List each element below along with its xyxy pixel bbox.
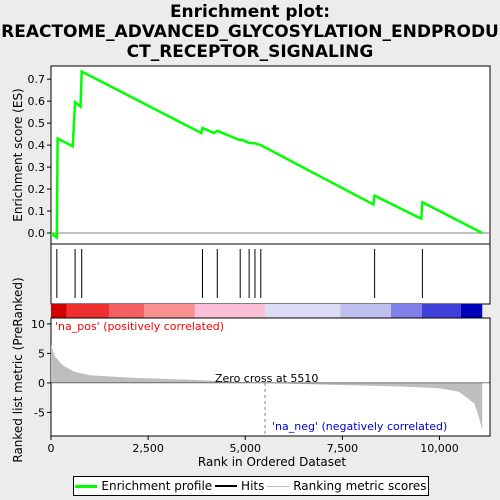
legend-es-swatch — [75, 484, 98, 488]
metric-layer — [51, 344, 490, 436]
heatbar-segment — [340, 304, 391, 318]
ranking-heatbar — [51, 304, 483, 318]
es-ytick-label: 0.6 — [28, 95, 46, 108]
metric-xtick-label: 2,500 — [132, 442, 164, 455]
es-ytick-label: 0.3 — [28, 161, 46, 174]
zero-cross-label: Zero cross at 5510 — [215, 372, 318, 385]
title-line-1: Enrichment plot: — [169, 2, 331, 22]
es-layer — [50, 69, 490, 240]
es-ytick-label: 0.7 — [28, 73, 46, 86]
legend-metric-label: Ranking metric scores — [293, 479, 427, 493]
es-curve — [50, 69, 483, 240]
title-line-2: REACTOME_ADVANCED_GLYCOSYLATION_ENDPRODU — [1, 22, 499, 42]
metric-ytick-label: 5 — [38, 347, 45, 360]
metric-xtick-label: 7,500 — [327, 442, 359, 455]
legend-metric-swatch — [267, 485, 290, 487]
heatbar-segment — [109, 304, 145, 318]
heatbar-segment — [422, 304, 461, 318]
legend-metric: Ranking metric scores — [267, 479, 427, 493]
heatbar-segment — [51, 304, 67, 318]
legend-enrichment: Enrichment profile — [75, 479, 212, 493]
metric-ytick-label: 10 — [31, 318, 45, 331]
metric-panel — [50, 317, 491, 437]
heatbar-segment — [460, 304, 483, 318]
legend-hits-label: Hits — [241, 479, 265, 493]
pos-label: 'na_pos' (positively correlated) — [55, 320, 224, 333]
metric-xtick-label: 5,000 — [229, 442, 261, 455]
es-ytick-label: 0.4 — [28, 139, 46, 152]
neg-label: 'na_neg' (negatively correlated) — [272, 420, 447, 433]
chart-title: Enrichment plot: REACTOME_ADVANCED_GLYCO… — [0, 2, 500, 62]
metric-ytick-label: 0 — [38, 377, 45, 390]
legend-hits-swatch — [215, 485, 238, 487]
heatbar-segment — [390, 304, 423, 318]
legend-hits: Hits — [215, 479, 264, 493]
title-line-3: CT_RECEPTOR_SIGNALING — [126, 42, 374, 62]
legend-enrichment-label: Enrichment profile — [101, 479, 213, 493]
es-ylabel: Enrichment score (ES) — [11, 88, 25, 221]
es-ytick-label: 0.5 — [28, 117, 46, 130]
heatbar-segment — [144, 304, 195, 318]
heatbar-segment — [265, 304, 341, 318]
axes-layer: 0.0 0.1 0.2 0.3 0.4 0.5 0.6 0.7 -5 0 5 10 0 2,500 5,00… — [28, 73, 459, 455]
heatbar-segment — [66, 304, 110, 318]
hits-layer — [56, 249, 423, 298]
metric-ytick-label: -5 — [34, 406, 45, 419]
es-ytick-label: 0.1 — [28, 205, 46, 218]
es-panel — [50, 65, 491, 245]
legend: Enrichment profile Hits Ranking metric s… — [73, 476, 429, 496]
es-ytick-label: 0.2 — [28, 183, 46, 196]
hits-panel — [50, 243, 491, 305]
metric-ylabel: Ranked list metric (PreRanked) — [11, 277, 25, 462]
metric-xtick-label: 10,000 — [420, 442, 459, 455]
metric-xlabel: Rank in Ordered Dataset — [198, 455, 346, 469]
metric-xtick-label: 0 — [48, 442, 55, 455]
heatbar-segment — [194, 304, 266, 318]
es-ytick-label: 0.0 — [28, 227, 46, 240]
